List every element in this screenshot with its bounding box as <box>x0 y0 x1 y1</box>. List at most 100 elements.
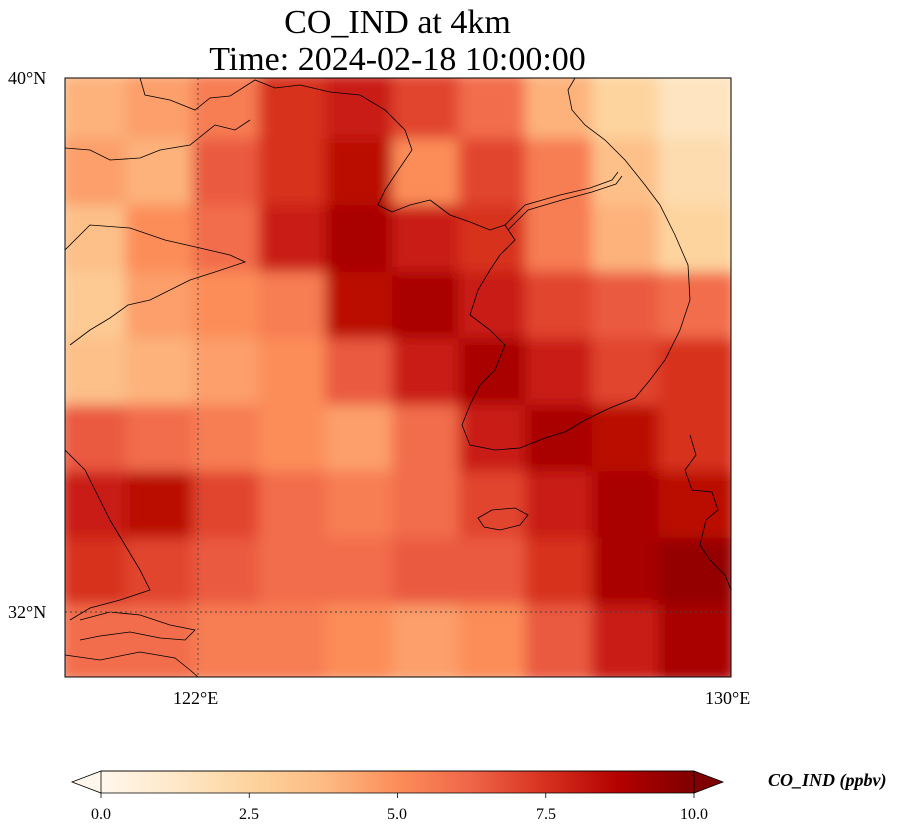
field-cell <box>525 604 604 677</box>
lon-label-130e: 130°E <box>705 688 751 708</box>
field-cell <box>525 138 604 218</box>
field-cell <box>258 138 338 218</box>
field-cell <box>65 205 138 284</box>
field-cell <box>591 604 671 677</box>
field-cell <box>392 404 471 484</box>
field-cell <box>392 138 471 218</box>
lat-label-32n: 32°N <box>8 602 47 622</box>
field-cell <box>658 271 731 351</box>
field-cell <box>325 604 404 677</box>
field-cell <box>325 138 404 218</box>
field-cell <box>392 338 471 417</box>
colorbar-tick-label: 5.0 <box>387 806 407 823</box>
coastline-shandong <box>65 224 247 346</box>
colorbar-extend-min <box>70 770 102 794</box>
field-cell <box>392 604 471 677</box>
coastline-hangzhou-bay <box>65 651 199 677</box>
field-cell <box>192 537 271 617</box>
field-cell <box>658 78 731 151</box>
colorbar-tick-label: 10.0 <box>680 806 708 823</box>
field-cell <box>525 78 604 151</box>
field-cell <box>325 338 404 417</box>
coastline-liaoning <box>139 78 431 213</box>
field-cell <box>258 78 338 151</box>
co-ind-concentration-field <box>65 78 731 677</box>
field-cell <box>458 205 538 284</box>
yangtze-estuary <box>79 611 196 641</box>
field-cell <box>458 138 538 218</box>
field-cell <box>591 404 671 484</box>
field-cell <box>658 338 731 417</box>
field-cell <box>458 78 538 151</box>
field-cell <box>125 205 205 284</box>
field-cell <box>658 138 731 218</box>
field-cell <box>192 471 271 550</box>
field-cell <box>591 138 671 218</box>
field-cell <box>65 404 138 484</box>
field-cell <box>458 537 538 617</box>
field-cell <box>258 338 338 417</box>
field-cell <box>525 271 604 351</box>
border-dmz-2 <box>507 175 623 231</box>
field-cell <box>591 78 671 151</box>
field-cell <box>325 537 404 617</box>
field-cell <box>258 471 338 550</box>
colorbar-extend-max <box>693 770 725 794</box>
field-cell <box>65 338 138 417</box>
field-cell <box>325 78 404 151</box>
coastline-east-china <box>65 449 151 621</box>
field-cell <box>591 537 671 617</box>
field-cell <box>125 78 205 151</box>
field-cell <box>192 138 271 218</box>
field-cell <box>392 471 471 550</box>
field-cell <box>125 604 205 677</box>
field-cell <box>65 138 138 218</box>
field-cell <box>458 404 538 484</box>
map-frame <box>64 77 732 678</box>
field-cell <box>325 471 404 550</box>
lon-label-122e: 122°E <box>173 688 219 708</box>
field-cell <box>258 404 338 484</box>
coastline-korea-west <box>429 78 691 451</box>
field-cell <box>525 537 604 617</box>
field-cell <box>192 338 271 417</box>
field-cell <box>258 271 338 351</box>
field-cell <box>125 404 205 484</box>
field-cell <box>525 471 604 550</box>
field-cell <box>458 338 538 417</box>
field-cell <box>325 205 404 284</box>
field-cell <box>258 205 338 284</box>
field-cell <box>591 471 671 550</box>
field-cell <box>525 338 604 417</box>
border-dmz <box>504 171 619 226</box>
field-cell <box>192 271 271 351</box>
map-subtitle-time: Time: 2024-02-18 10:00:00 <box>209 41 586 78</box>
field-cell <box>192 604 271 677</box>
colorbar-tick-label: 2.5 <box>239 806 259 823</box>
field-cell <box>392 271 471 351</box>
field-cell <box>458 604 538 677</box>
field-cell <box>258 537 338 617</box>
field-cell <box>591 205 671 284</box>
field-cell <box>392 205 471 284</box>
colorbar-tick-label: 7.5 <box>536 806 556 823</box>
field-cell <box>125 138 205 218</box>
field-cell <box>658 205 731 284</box>
colorbar-label: CO_IND (ppbv) <box>768 770 887 790</box>
field-cell <box>125 338 205 417</box>
field-cell <box>258 604 338 677</box>
field-cell <box>392 78 471 151</box>
coastline-jeju <box>477 507 529 531</box>
field-cell <box>392 537 471 617</box>
field-cell <box>192 78 271 151</box>
field-cell <box>525 404 604 484</box>
field-cell <box>125 471 205 550</box>
colorbar-gradient <box>101 771 694 793</box>
field-cell <box>192 404 271 484</box>
field-cell <box>658 471 731 550</box>
field-cell <box>325 271 404 351</box>
map-gridlines <box>65 78 731 677</box>
field-cell <box>192 205 271 284</box>
field-cell <box>125 537 205 617</box>
coastline-japan <box>684 434 731 591</box>
